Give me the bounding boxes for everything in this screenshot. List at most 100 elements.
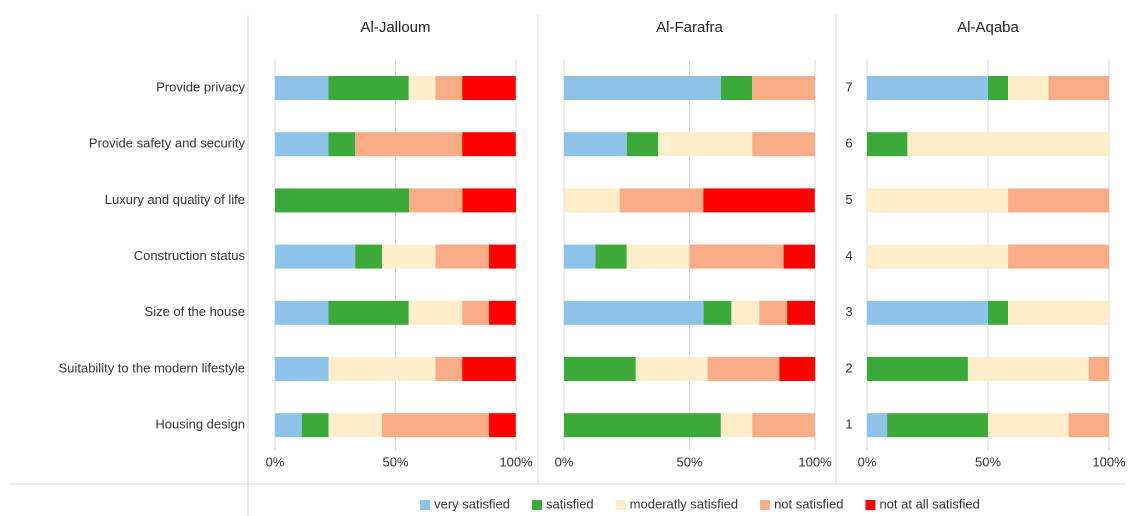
- legend-swatch: [760, 500, 771, 510]
- bar-segment: [907, 132, 1109, 157]
- bar-segment: [867, 413, 888, 438]
- category-label: Suitability to the modern lifestyle: [59, 360, 245, 375]
- panel-title: Al-Aqaba: [957, 19, 1019, 36]
- bar-segment: [275, 132, 329, 157]
- bar-segment: [626, 244, 690, 269]
- bar-segment: [328, 132, 356, 157]
- bar-segment: [1008, 244, 1109, 269]
- bar-segment: [301, 413, 329, 438]
- x-tick-label: 50%: [975, 454, 1001, 469]
- x-tick-label: 0%: [858, 454, 877, 469]
- bar-segment: [275, 188, 409, 213]
- bar-segment: [275, 413, 302, 438]
- panel-title: Al-Farafra: [656, 19, 723, 36]
- bar-segment: [703, 188, 815, 213]
- bar-segment: [328, 357, 436, 381]
- bar-segment: [720, 76, 753, 100]
- x-tick-label: 0%: [266, 454, 285, 469]
- bar-segment: [626, 132, 659, 157]
- x-tick-label: 0%: [555, 454, 574, 469]
- bar-segment: [328, 413, 383, 438]
- bar-segment: [1008, 300, 1109, 325]
- bar-segment: [435, 76, 463, 100]
- bar-segment: [355, 132, 463, 157]
- x-tick-label: 100%: [499, 454, 533, 469]
- bar-segment: [867, 132, 908, 157]
- category-label: 4: [845, 248, 852, 263]
- legend-swatch: [865, 500, 876, 510]
- bar-segment: [564, 132, 627, 157]
- bar-segment: [462, 357, 516, 381]
- bar-segment: [1008, 188, 1109, 213]
- x-tick-label: 50%: [676, 454, 702, 469]
- bar-segment: [783, 244, 815, 269]
- legend-label: moderatly satisfied: [630, 496, 738, 511]
- bar-segment: [408, 188, 463, 213]
- bar-segment: [967, 357, 1089, 381]
- bar-segment: [658, 132, 753, 157]
- bar-segment: [867, 357, 968, 381]
- bar-segment: [759, 300, 788, 325]
- bar-segment: [564, 244, 596, 269]
- category-label: 7: [845, 79, 852, 94]
- bar-segment: [752, 76, 815, 100]
- bar-segment: [867, 188, 1009, 213]
- bar-segment: [275, 76, 329, 100]
- bar-segment: [1088, 357, 1109, 381]
- bar-segment: [731, 300, 760, 325]
- bar-segment: [462, 300, 490, 325]
- legend-label: satisfied: [546, 496, 594, 511]
- x-tick-label: 50%: [382, 454, 408, 469]
- legend-label: not satisfied: [774, 496, 843, 511]
- bar-segment: [703, 300, 732, 325]
- x-tick-label: 100%: [798, 454, 832, 469]
- bar-segment: [462, 76, 516, 100]
- bar-segment: [408, 300, 463, 325]
- bar-segment: [564, 357, 636, 381]
- category-label: Luxury and quality of life: [105, 192, 245, 207]
- category-label: Provide safety and security: [89, 136, 246, 151]
- bar-segment: [720, 413, 753, 438]
- legend-swatch: [615, 500, 626, 510]
- bar-segment: [1068, 413, 1109, 438]
- bar-segment: [489, 244, 516, 269]
- bar-segment: [787, 300, 815, 325]
- bar-segment: [867, 76, 988, 100]
- bar-segment: [564, 300, 704, 325]
- category-label: 3: [845, 304, 852, 319]
- category-label: 2: [845, 360, 852, 375]
- bar-segment: [635, 357, 708, 381]
- bar-segment: [595, 244, 627, 269]
- bar-segment: [988, 300, 1009, 325]
- bar-segment: [988, 76, 1009, 100]
- bar-segment: [328, 300, 409, 325]
- bar-segment: [564, 76, 721, 100]
- legend-label: very satisfied: [434, 496, 510, 511]
- bar-segment: [779, 357, 816, 381]
- bar-segment: [887, 413, 988, 438]
- category-label: 5: [845, 192, 852, 207]
- bar-segment: [275, 357, 329, 381]
- category-label: Housing design: [155, 417, 245, 432]
- bar-segment: [275, 244, 356, 269]
- bar-segment: [564, 188, 620, 213]
- category-label: Construction status: [134, 248, 246, 263]
- bar-segment: [328, 76, 409, 100]
- panel-title: Al-Jalloum: [360, 19, 430, 36]
- category-label: 1: [845, 417, 852, 432]
- bar-segment: [867, 244, 1009, 269]
- bar-segment: [435, 244, 490, 269]
- x-tick-label: 100%: [1092, 454, 1126, 469]
- bar-segment: [435, 357, 463, 381]
- bar-segment: [489, 413, 516, 438]
- legend-label: not at all satisfied: [879, 496, 979, 511]
- bar-segment: [689, 244, 784, 269]
- category-label: 6: [845, 136, 852, 151]
- bar-segment: [489, 300, 516, 325]
- bar-segment: [619, 188, 704, 213]
- bar-segment: [275, 300, 329, 325]
- bar-segment: [462, 188, 516, 213]
- bar-segment: [408, 76, 436, 100]
- bar-segment: [382, 413, 490, 438]
